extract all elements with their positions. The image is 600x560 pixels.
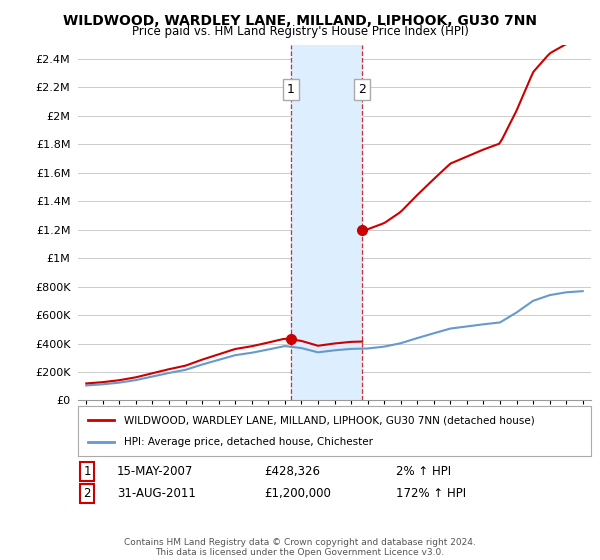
- Text: 2: 2: [83, 487, 91, 501]
- Text: WILDWOOD, WARDLEY LANE, MILLAND, LIPHOOK, GU30 7NN: WILDWOOD, WARDLEY LANE, MILLAND, LIPHOOK…: [63, 14, 537, 28]
- Text: 1: 1: [83, 465, 91, 478]
- Text: 2: 2: [358, 83, 366, 96]
- Text: WILDWOOD, WARDLEY LANE, MILLAND, LIPHOOK, GU30 7NN (detached house): WILDWOOD, WARDLEY LANE, MILLAND, LIPHOOK…: [124, 415, 535, 425]
- Text: 31-AUG-2011: 31-AUG-2011: [117, 487, 196, 501]
- Text: 1: 1: [287, 83, 295, 96]
- Text: 172% ↑ HPI: 172% ↑ HPI: [396, 487, 466, 501]
- Bar: [291, 45, 362, 400]
- Text: HPI: Average price, detached house, Chichester: HPI: Average price, detached house, Chic…: [124, 437, 373, 447]
- Text: Price paid vs. HM Land Registry's House Price Index (HPI): Price paid vs. HM Land Registry's House …: [131, 25, 469, 38]
- Text: £1,200,000: £1,200,000: [264, 487, 331, 501]
- Text: Contains HM Land Registry data © Crown copyright and database right 2024.
This d: Contains HM Land Registry data © Crown c…: [124, 538, 476, 557]
- Text: 15-MAY-2007: 15-MAY-2007: [117, 465, 193, 478]
- Text: £428,326: £428,326: [264, 465, 320, 478]
- Text: 2% ↑ HPI: 2% ↑ HPI: [396, 465, 451, 478]
